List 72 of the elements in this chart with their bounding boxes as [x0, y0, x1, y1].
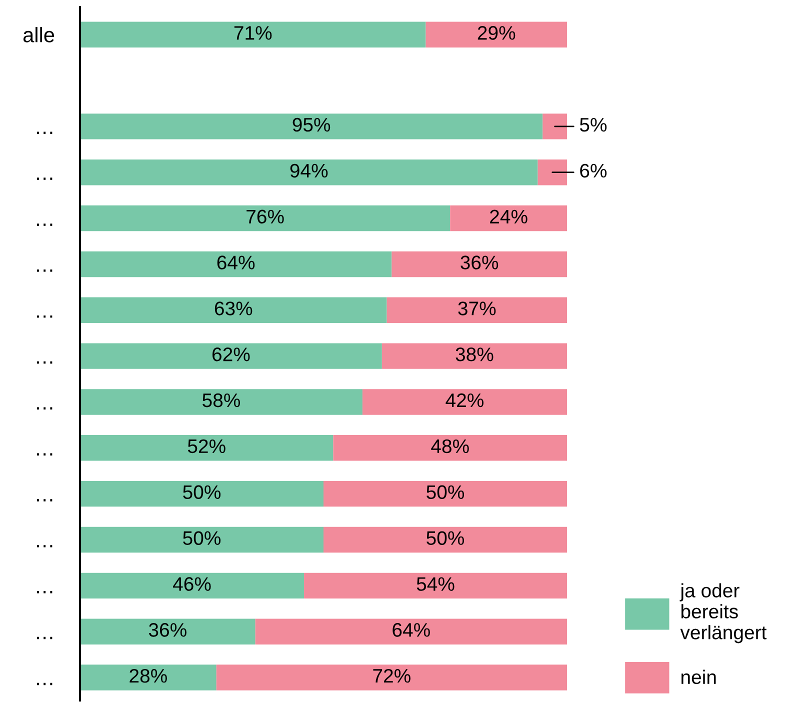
- data-label: 36%: [460, 256, 498, 270]
- legend-label: ja oder bereits verlängert: [680, 583, 767, 644]
- y-tick-label: …: [36, 453, 52, 456]
- bar: [542, 114, 567, 140]
- bar: [324, 526, 567, 553]
- bar: [216, 664, 567, 690]
- data-label: 63%: [214, 302, 252, 316]
- bar: [386, 297, 567, 323]
- data-label: 6%: [580, 164, 607, 178]
- bar: [80, 205, 450, 232]
- data-label: 28%: [130, 668, 167, 683]
- bar: [80, 572, 304, 599]
- data-label: 37%: [458, 302, 496, 316]
- y-tick-label: …: [36, 315, 52, 318]
- y-tick-label: …: [36, 407, 52, 410]
- bar: [80, 618, 256, 644]
- y-tick-label: alle: [23, 27, 54, 42]
- data-label: 50%: [426, 485, 464, 500]
- data-label: 50%: [426, 531, 464, 545]
- data-label: 72%: [373, 668, 410, 683]
- y-tick-label: …: [36, 499, 52, 502]
- bar: [80, 22, 426, 48]
- data-label: 94%: [290, 164, 328, 178]
- bar: [324, 480, 567, 507]
- data-label: 42%: [446, 393, 484, 408]
- data-label: 36%: [148, 623, 186, 637]
- data-label: 71%: [234, 26, 272, 40]
- y-tick-label: …: [36, 270, 52, 272]
- data-label: 95%: [292, 118, 330, 132]
- bar: [80, 297, 387, 323]
- data-label: 64%: [392, 623, 430, 637]
- bar: [80, 435, 334, 461]
- bar: [255, 618, 567, 644]
- y-tick-label: …: [36, 590, 52, 594]
- bar: [304, 572, 567, 599]
- data-label: 62%: [212, 348, 250, 362]
- y-tick-label: …: [36, 224, 52, 226]
- data-label: 50%: [183, 485, 221, 500]
- data-label: 29%: [478, 26, 516, 40]
- legend-label: nein: [682, 670, 716, 684]
- data-label: 76%: [246, 210, 284, 224]
- bar: [80, 114, 543, 140]
- y-tick-label: …: [36, 636, 52, 640]
- data-label: 64%: [217, 256, 255, 270]
- bar: [80, 480, 324, 507]
- data-label: 38%: [456, 348, 494, 362]
- y-tick-label: …: [36, 545, 52, 548]
- y-tick-label: …: [36, 361, 52, 364]
- data-label: 46%: [173, 577, 211, 591]
- bar: [80, 664, 216, 690]
- data-label: 52%: [188, 439, 226, 454]
- bar: [80, 251, 392, 278]
- bar: [80, 526, 324, 553]
- data-label: 24%: [490, 210, 528, 224]
- y-tick-label: …: [36, 682, 52, 686]
- data-label: 48%: [431, 439, 469, 454]
- bar: [426, 22, 567, 48]
- data-label: 5%: [580, 118, 607, 132]
- y-tick-label: …: [36, 132, 52, 134]
- bar: [362, 389, 567, 415]
- bar: [450, 205, 567, 232]
- data-label: 54%: [416, 577, 454, 591]
- bar: [382, 343, 567, 369]
- y-tick-label: …: [36, 178, 52, 180]
- bar: [392, 251, 567, 278]
- bar: [538, 160, 567, 186]
- bar: [80, 343, 382, 369]
- bar: [333, 435, 567, 461]
- data-label: 50%: [183, 531, 221, 545]
- bar: [80, 160, 538, 186]
- data-label: 58%: [202, 393, 240, 408]
- bar: [80, 389, 362, 415]
